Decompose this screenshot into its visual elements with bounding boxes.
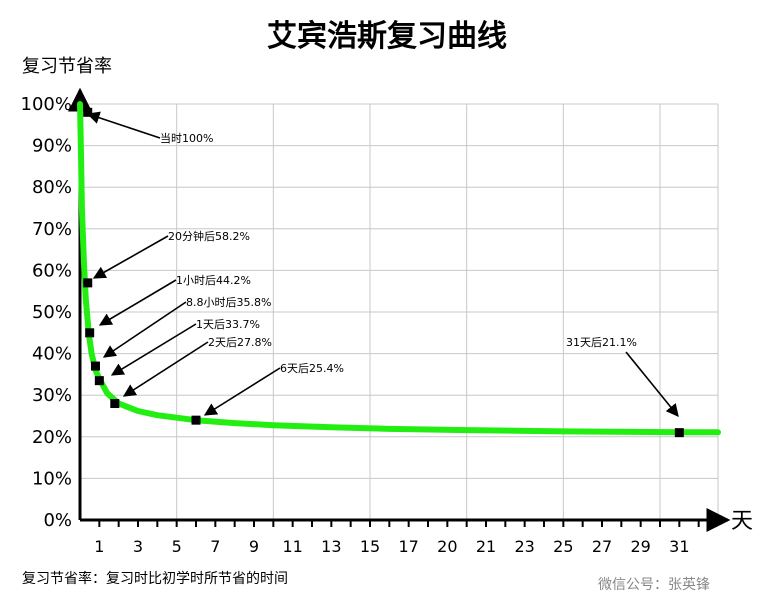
annotation-arrow <box>86 111 161 139</box>
annotation-arrow <box>625 351 679 417</box>
credit-text: 微信公号：张英锋 <box>598 576 710 593</box>
grid-lines <box>80 103 719 520</box>
x-tick-label: 7 <box>210 537 220 556</box>
x-tick-label: 13 <box>321 537 341 556</box>
y-tick-label: 70% <box>32 219 72 240</box>
x-tick-label: 23 <box>514 537 534 556</box>
data-point-marker <box>674 428 684 438</box>
x-tick-label: 21 <box>476 537 496 556</box>
annotation-label: 当时100% <box>160 131 213 145</box>
annotation-label: 1天后33.7% <box>196 318 260 331</box>
x-tick-label: 15 <box>360 537 380 556</box>
annotation-arrow <box>102 301 187 358</box>
x-tick-label: 25 <box>553 537 573 556</box>
y-tick-label: 30% <box>32 385 72 406</box>
y-tick-label: 10% <box>32 468 72 489</box>
data-point-marker <box>90 361 100 371</box>
y-tick-label: 100% <box>21 94 72 115</box>
annotation-label: 31天后21.1% <box>566 336 637 349</box>
tick-labels: 0%10%20%30%40%50%60%70%80%90%100%1 3 5 7 9 11… <box>21 94 690 556</box>
y-tick-label: 80% <box>32 177 72 198</box>
x-tick-label: 17 <box>398 537 418 556</box>
annotation-arrow <box>98 279 177 326</box>
data-point-marker <box>83 278 93 288</box>
y-tick-label: 20% <box>32 427 72 448</box>
annotation-label: 2天后27.8% <box>208 336 272 349</box>
y-tick-label: 90% <box>32 136 72 157</box>
x-tick-label: 31 <box>669 537 689 556</box>
y-axis-label: 复习节省率 <box>22 56 112 77</box>
x-tick-label: 1 <box>94 537 104 556</box>
footnote: 复习节省率：复习时比初学时所节省的时间 <box>22 570 288 587</box>
annotations-layer: 当时100% 20分钟后58.2% 1小时后44.2% 8.8小时后35.8% 1天后3… <box>86 111 679 417</box>
x-tick-label: 20 <box>437 537 457 556</box>
data-point-marker <box>110 399 120 409</box>
annotation-arrow <box>110 323 197 376</box>
x-tick-label: 11 <box>282 537 302 556</box>
annotation-label: 6天后25.4% <box>280 362 344 375</box>
y-tick-label: 60% <box>32 260 72 281</box>
annotation-label: 8.8小时后35.8% <box>186 296 271 309</box>
annotation-label: 1小时后44.2% <box>176 274 251 287</box>
data-point-marker <box>191 415 201 425</box>
data-point-marker <box>85 328 95 338</box>
y-tick-label: 40% <box>32 344 72 365</box>
annotation-arrow <box>203 367 281 416</box>
retention-curve-line <box>77 101 721 436</box>
x-tick-label: 3 <box>133 537 143 556</box>
x-tick-label: 27 <box>592 537 612 556</box>
x-tick-label: 9 <box>249 537 259 556</box>
axes <box>68 87 731 532</box>
annotation-arrow <box>92 235 169 279</box>
x-tick-label: 29 <box>630 537 650 556</box>
chart-title: 艾宾浩斯复习曲线 <box>267 19 507 54</box>
x-tick-label: 5 <box>172 537 182 556</box>
y-tick-label: 50% <box>32 302 72 323</box>
y-tick-label: 0% <box>43 510 72 531</box>
x-axis-label: 天 <box>731 509 753 534</box>
annotation-arrow <box>122 341 209 397</box>
data-point-marker <box>94 376 104 386</box>
annotation-label: 20分钟后58.2% <box>168 229 250 243</box>
